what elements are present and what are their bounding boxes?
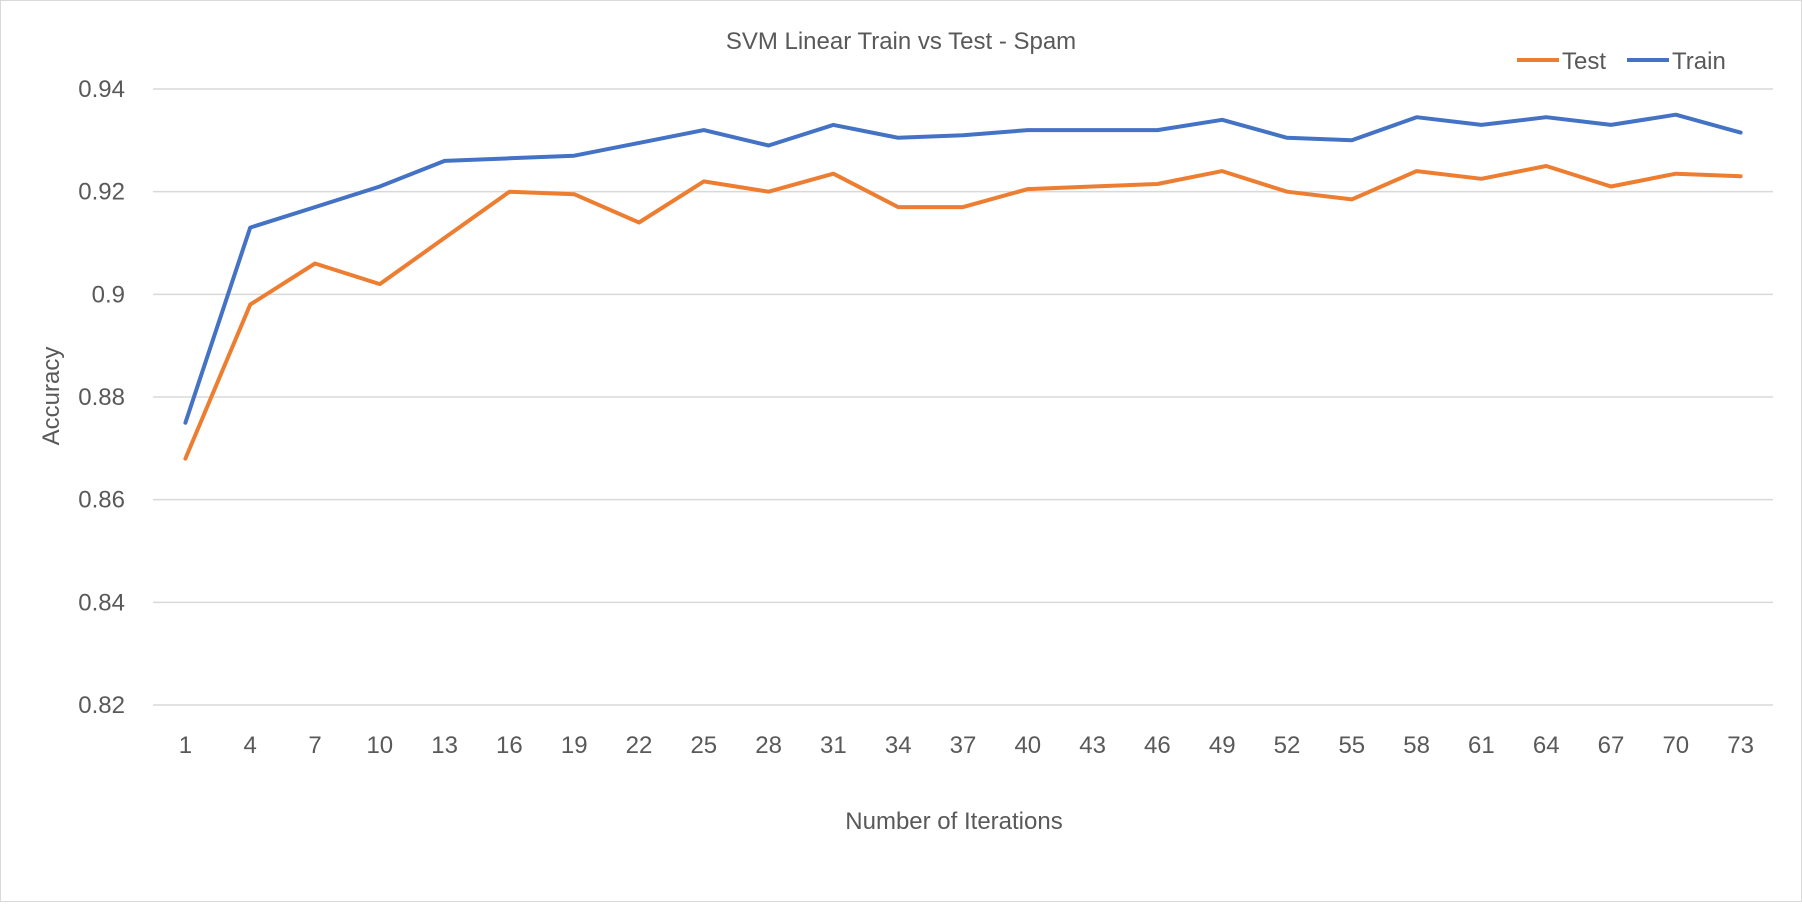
x-tick-label: 73 <box>1727 732 1754 759</box>
x-tick-label: 28 <box>755 732 782 759</box>
x-tick-label: 67 <box>1598 732 1625 759</box>
legend: Test Train <box>1517 48 1726 75</box>
x-tick-label: 64 <box>1533 732 1560 759</box>
y-axis-title: Accuracy <box>38 347 65 446</box>
x-tick-label: 58 <box>1403 732 1430 759</box>
y-tick-label: 0.88 <box>78 384 125 411</box>
y-tick-label: 0.86 <box>78 487 125 514</box>
x-tick-label: 7 <box>308 732 321 759</box>
legend-item-test: Test <box>1517 48 1606 75</box>
y-tick-label: 0.92 <box>78 179 125 206</box>
x-tick-label: 25 <box>690 732 717 759</box>
x-tick-label: 1 <box>179 732 192 759</box>
x-tick-label: 37 <box>950 732 977 759</box>
y-tick-label: 0.94 <box>78 76 125 103</box>
legend-label: Train <box>1672 48 1726 75</box>
gridlines <box>153 88 1773 706</box>
legend-item-train: Train <box>1627 48 1726 75</box>
x-tick-label: 61 <box>1468 732 1495 759</box>
series-line-test <box>183 164 1743 461</box>
x-tick-label: 16 <box>496 732 523 759</box>
x-tick-label: 19 <box>561 732 588 759</box>
series-line-train <box>183 112 1743 425</box>
legend-label: Test <box>1562 48 1606 75</box>
x-tick-label: 10 <box>366 732 393 759</box>
x-axis-title: Number of Iterations <box>845 808 1062 835</box>
x-tick-label: 13 <box>431 732 458 759</box>
x-tick-label: 34 <box>885 732 912 759</box>
series-lines <box>183 112 1743 461</box>
x-tick-label: 70 <box>1662 732 1689 759</box>
chart-title: SVM Linear Train vs Test - Spam <box>726 28 1076 55</box>
x-tick-label: 46 <box>1144 732 1171 759</box>
x-tick-label: 52 <box>1274 732 1301 759</box>
y-tick-label: 0.9 <box>92 281 125 308</box>
x-tick-label: 55 <box>1338 732 1365 759</box>
x-tick-label: 40 <box>1014 732 1041 759</box>
x-tick-label: 4 <box>244 732 257 759</box>
x-tick-label: 31 <box>820 732 847 759</box>
x-tick-label: 22 <box>626 732 653 759</box>
y-tick-label: 0.82 <box>78 692 125 719</box>
x-axis-ticks: 1 4 7 10 13 16 19 22 25 28 31 34 37 40 43 46 49 52 55 58 61 6… <box>179 732 1754 759</box>
x-tick-label: 49 <box>1209 732 1236 759</box>
x-tick-label: 43 <box>1079 732 1106 759</box>
y-axis-ticks: 0.82 0.84 0.86 0.88 0.9 0.92 0.94 <box>78 76 125 719</box>
y-tick-label: 0.84 <box>78 589 125 616</box>
